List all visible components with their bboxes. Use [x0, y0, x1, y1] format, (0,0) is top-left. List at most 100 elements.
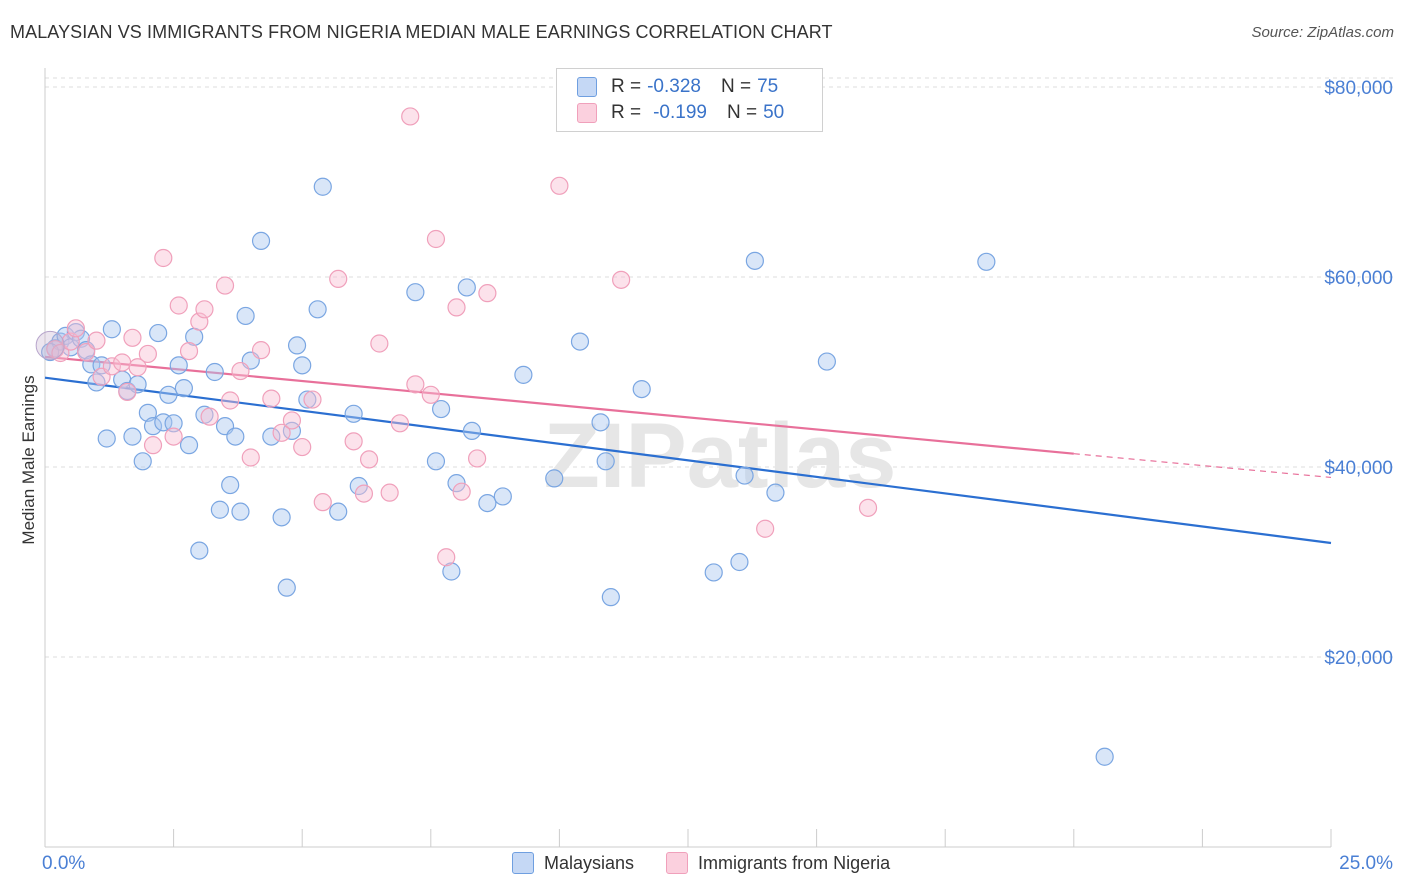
r-value: -0.328	[647, 76, 701, 97]
point-malaysians	[817, 352, 836, 371]
point-nigeria	[77, 342, 96, 362]
point-malaysians	[293, 356, 312, 375]
point-nigeria	[370, 334, 389, 353]
point-malaysians	[766, 483, 785, 502]
point-malaysians	[493, 487, 512, 506]
point-malaysians	[56, 326, 75, 345]
point-nigeria	[390, 414, 410, 433]
point-malaysians	[298, 390, 317, 409]
legend-label: Malaysians	[544, 852, 635, 873]
legend-item-nigeria[interactable]: Immigrants from Nigeria	[666, 852, 890, 874]
point-nigeria	[756, 519, 775, 538]
trend-line-nigeria-extension	[1073, 453, 1332, 479]
y-tick-label: $20,000	[1324, 648, 1393, 669]
point-nigeria	[164, 427, 183, 446]
point-cluster	[35, 330, 65, 360]
point-malaysians	[426, 452, 446, 471]
point-malaysians	[236, 306, 255, 326]
point-malaysians	[730, 552, 749, 572]
point-malaysians	[1095, 747, 1114, 766]
point-nigeria	[51, 343, 70, 363]
point-nigeria	[143, 436, 163, 455]
point-malaysians	[977, 252, 996, 271]
y-tick-label: $40,000	[1324, 458, 1393, 479]
point-malaysians	[447, 474, 466, 493]
swatch-blue-icon	[577, 77, 597, 97]
point-malaysians	[462, 421, 482, 440]
y-tick-label: $80,000	[1324, 78, 1393, 99]
point-malaysians	[704, 563, 723, 582]
point-malaysians	[169, 356, 188, 375]
point-nigeria	[447, 298, 466, 317]
point-nigeria	[118, 382, 137, 402]
point-malaysians	[179, 436, 199, 455]
point-nigeria	[272, 423, 291, 442]
point-malaysians	[431, 399, 451, 419]
point-malaysians	[287, 336, 307, 355]
point-malaysians	[632, 380, 651, 399]
swatch-pink-icon	[666, 852, 689, 874]
point-nigeria	[406, 375, 425, 394]
point-malaysians	[735, 466, 754, 485]
point-malaysians	[174, 379, 193, 398]
point-malaysians	[97, 429, 116, 448]
point-nigeria	[282, 411, 302, 430]
point-nigeria	[262, 389, 281, 408]
point-nigeria	[241, 448, 260, 467]
point-nigeria	[467, 449, 487, 468]
n-value: 75	[757, 76, 779, 97]
point-nigeria	[380, 483, 399, 502]
point-malaysians	[221, 475, 240, 495]
trend-line-malaysians	[44, 376, 1332, 545]
point-nigeria	[550, 176, 569, 195]
point-malaysians	[251, 231, 271, 250]
point-nigeria	[102, 357, 121, 376]
point-nigeria	[421, 385, 440, 404]
point-malaysians	[102, 320, 121, 339]
data-points	[35, 107, 1114, 766]
point-malaysians	[601, 588, 620, 607]
point-malaysians	[277, 578, 296, 597]
n-value: 50	[763, 102, 785, 123]
point-malaysians	[149, 323, 168, 343]
point-malaysians	[313, 177, 332, 196]
point-nigeria	[113, 353, 132, 372]
point-malaysians	[205, 362, 224, 382]
point-malaysians	[329, 502, 348, 521]
legend-label: Immigrants from Nigeria	[698, 852, 891, 873]
point-nigeria	[344, 432, 363, 451]
point-nigeria	[329, 269, 348, 288]
series-legend: Malaysians Immigrants from Nigeria	[512, 852, 922, 874]
point-nigeria	[401, 107, 420, 126]
legend-item-malaysians[interactable]: Malaysians	[512, 852, 634, 874]
point-nigeria	[612, 270, 631, 289]
point-malaysians	[226, 427, 245, 446]
point-malaysians	[344, 404, 363, 423]
point-malaysians	[231, 502, 250, 521]
tick-labels: $20,000 $40,000 $60,000 $80,000 0.0% 25.0% Med…	[19, 78, 1393, 874]
point-malaysians	[457, 278, 476, 297]
r-value: -0.199	[653, 102, 707, 123]
point-nigeria	[128, 358, 147, 377]
point-malaysians	[159, 385, 178, 404]
trend-lines	[44, 355, 1332, 545]
point-nigeria	[858, 498, 878, 517]
n-label: N =	[720, 76, 752, 97]
point-malaysians	[514, 365, 533, 384]
r-label: R =	[611, 102, 642, 123]
y-tick-label: $60,000	[1324, 268, 1393, 289]
point-nigeria	[221, 391, 240, 410]
point-nigeria	[354, 484, 374, 503]
point-malaysians	[164, 414, 183, 433]
point-nigeria	[293, 437, 312, 457]
point-nigeria	[426, 229, 446, 249]
point-nigeria	[231, 361, 250, 381]
n-label: N =	[726, 102, 758, 123]
point-nigeria	[452, 482, 471, 501]
point-nigeria	[66, 319, 85, 338]
point-nigeria	[200, 407, 219, 426]
point-nigeria	[138, 344, 157, 364]
point-malaysians	[406, 283, 425, 302]
trend-line-nigeria	[44, 355, 1074, 455]
